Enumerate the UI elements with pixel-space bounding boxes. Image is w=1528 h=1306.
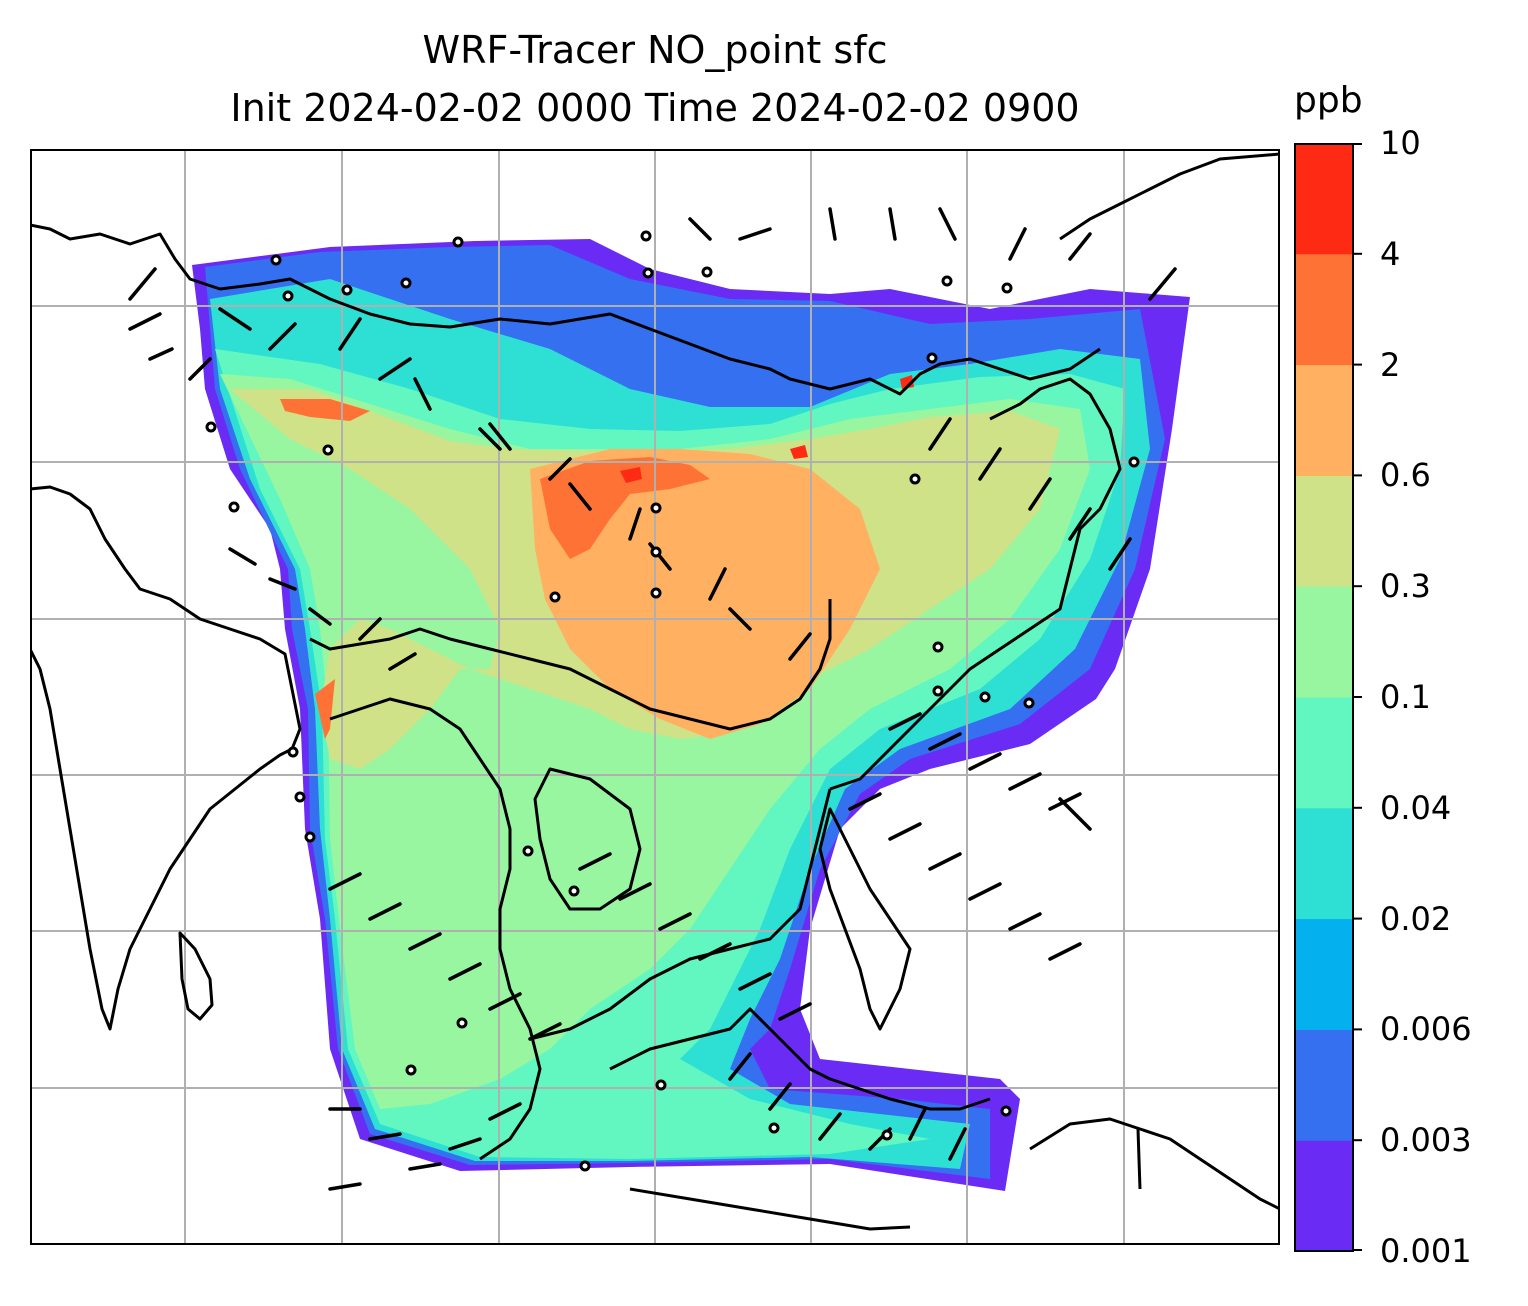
calm-marker <box>941 275 953 287</box>
coastline-borneo <box>609 1007 991 1111</box>
map-title-line2: Init 2024-02-02 0000 Time 2024-02-02 090… <box>230 86 1080 130</box>
calm-marker <box>456 1017 468 1029</box>
colorbar-tick-label: 0.04 <box>1380 788 1452 827</box>
wind-barb <box>888 712 1092 831</box>
calm-marker <box>304 831 316 843</box>
coastline-gulf <box>533 767 642 911</box>
colorbar-segment <box>1295 1029 1353 1141</box>
colorbar-segment <box>1295 143 1353 255</box>
border-new-guinea <box>1136 1128 1142 1190</box>
wind-barb <box>328 872 562 1041</box>
colorbar-segment <box>1295 253 1353 366</box>
wind-barb <box>848 792 1082 961</box>
wind-barb <box>328 1102 522 1191</box>
colorbar-unit: ppb <box>1294 80 1363 121</box>
calm-marker <box>294 791 306 803</box>
calm-marker <box>341 284 353 296</box>
calm-marker <box>205 421 217 433</box>
border-mainland <box>309 599 832 731</box>
coastline-new-guinea <box>1029 1117 1280 1211</box>
calm-marker <box>650 546 662 558</box>
calm-marker <box>287 746 299 758</box>
coastline-northeast <box>1059 152 1280 241</box>
calm-marker <box>322 444 334 456</box>
map-title-line1: WRF-Tracer NO_point sfc <box>422 28 888 72</box>
colorbar-segment <box>1295 364 1353 476</box>
calm-marker <box>228 501 240 513</box>
wind-barb <box>578 852 812 1021</box>
coastlines <box>30 152 1280 1231</box>
map-frame <box>30 149 1280 1245</box>
calm-marker <box>926 352 938 364</box>
colorbar-segment <box>1295 807 1353 920</box>
calm-marker <box>405 1064 417 1076</box>
field-band-high <box>530 449 880 739</box>
calm-marker <box>568 885 580 897</box>
colorbar-tick-label: 4 <box>1380 234 1401 273</box>
colorbar-segment <box>1295 586 1353 698</box>
colorbar-segment <box>1295 697 1353 809</box>
colorbar-tick-label: 0.001 <box>1380 1232 1472 1270</box>
calm-marker <box>1128 456 1140 468</box>
calm-marker <box>932 685 944 697</box>
colorbar-segment <box>1295 918 1353 1030</box>
wind-barb <box>688 207 1092 261</box>
wind-barb <box>728 1052 967 1161</box>
wind-barb <box>338 317 572 481</box>
calm-marker <box>642 267 654 279</box>
wind-barb <box>228 547 417 671</box>
wind-barbs <box>128 207 1177 1191</box>
calm-marker <box>979 691 991 703</box>
calm-marker <box>650 587 662 599</box>
calm-marker <box>282 290 294 302</box>
colorbar-segment <box>1295 1140 1353 1252</box>
colorbar-tick-label: 0.02 <box>1380 899 1452 938</box>
coastline-china-east <box>529 788 832 1041</box>
colorbar-tick-label: 0.6 <box>1380 456 1431 495</box>
coastline-java <box>629 1187 911 1231</box>
calm-marker <box>640 230 652 242</box>
colorbar-tick-label: 2 <box>1380 345 1401 384</box>
field-band-very-high <box>280 399 710 739</box>
wind-barb <box>568 482 812 661</box>
calm-marker <box>650 502 662 514</box>
calm-marker <box>400 277 412 289</box>
colorbar-tick-label: 0.1 <box>1380 678 1431 716</box>
calm-marker <box>1023 697 1035 709</box>
calm-marker <box>655 1079 667 1091</box>
map-panel <box>30 149 1280 1245</box>
coastline-korea <box>829 377 1122 791</box>
calm-marker <box>909 473 921 485</box>
colorbar-tick-label: 0.3 <box>1380 567 1431 606</box>
colorbar-segment <box>1295 475 1353 587</box>
calm-marker <box>932 641 944 653</box>
calm-marker <box>549 591 561 603</box>
coastline-philippines <box>818 807 912 1031</box>
coastline-indochina <box>329 697 542 1161</box>
calm-marker <box>452 236 464 248</box>
calm-marker <box>701 266 713 278</box>
calm-marker <box>1000 1105 1012 1117</box>
coastline-srilanka <box>178 931 214 1021</box>
coastline-north <box>30 223 1101 396</box>
calm-marker <box>768 1122 780 1134</box>
calm-marker <box>522 845 534 857</box>
colorbar-tick-label: 0.003 <box>1380 1121 1472 1160</box>
colorbar-tick-label: 0.006 <box>1380 1010 1472 1049</box>
wind-barb <box>128 267 297 381</box>
calm-marker <box>270 254 282 266</box>
colorbar <box>1294 143 1362 1252</box>
calm-marker <box>1001 282 1013 294</box>
coastline-india <box>30 485 302 1031</box>
colorbar-tick-label: 10 <box>1380 124 1421 162</box>
wind-barb <box>928 267 1177 571</box>
gridlines <box>30 149 1280 1245</box>
calm-marker <box>579 1160 591 1172</box>
calm-markers <box>205 230 1140 1172</box>
calm-marker <box>881 1129 893 1141</box>
